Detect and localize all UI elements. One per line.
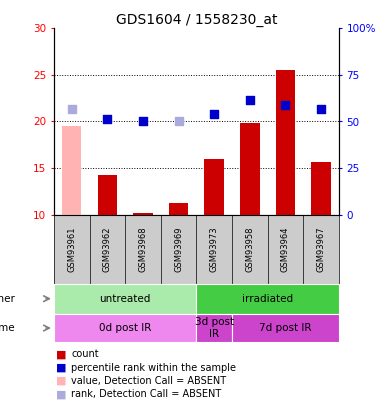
Point <box>140 118 146 125</box>
Text: GSM93964: GSM93964 <box>281 226 290 272</box>
Text: ■: ■ <box>56 350 66 359</box>
Text: GSM93967: GSM93967 <box>316 226 325 272</box>
Text: GSM93973: GSM93973 <box>210 226 219 272</box>
Bar <box>276 70 295 215</box>
Bar <box>196 284 339 314</box>
Text: 0d post IR: 0d post IR <box>99 323 151 333</box>
Point <box>318 106 324 113</box>
Point <box>104 115 110 122</box>
Bar <box>133 213 153 215</box>
Bar <box>169 203 188 215</box>
Text: irradiated: irradiated <box>242 294 293 304</box>
Text: 7d post IR: 7d post IR <box>259 323 311 333</box>
Text: untreated: untreated <box>99 294 151 304</box>
Text: ■: ■ <box>56 363 66 373</box>
Text: GSM93969: GSM93969 <box>174 226 183 272</box>
Point <box>211 111 217 117</box>
Text: time: time <box>0 323 15 333</box>
Text: GSM93962: GSM93962 <box>103 226 112 272</box>
Point <box>176 118 182 125</box>
Text: other: other <box>0 294 15 304</box>
Bar <box>54 314 196 342</box>
Text: ■: ■ <box>56 376 66 386</box>
Text: GSM93961: GSM93961 <box>67 226 76 272</box>
Bar <box>204 159 224 215</box>
Text: percentile rank within the sample: percentile rank within the sample <box>71 363 236 373</box>
Bar <box>311 162 331 215</box>
Text: ■: ■ <box>56 390 66 399</box>
Point <box>69 106 75 113</box>
Bar <box>62 126 82 215</box>
Text: rank, Detection Call = ABSENT: rank, Detection Call = ABSENT <box>71 390 221 399</box>
Text: GSM93968: GSM93968 <box>139 226 147 272</box>
Bar <box>54 284 196 314</box>
Text: value, Detection Call = ABSENT: value, Detection Call = ABSENT <box>71 376 226 386</box>
Bar <box>97 175 117 215</box>
Bar <box>232 314 339 342</box>
Point <box>282 102 288 108</box>
Text: count: count <box>71 350 99 359</box>
Bar <box>196 314 232 342</box>
Text: GSM93958: GSM93958 <box>245 226 254 272</box>
Point <box>247 97 253 103</box>
Title: GDS1604 / 1558230_at: GDS1604 / 1558230_at <box>116 13 277 27</box>
Bar <box>240 124 259 215</box>
Text: 3d post
IR: 3d post IR <box>194 317 234 339</box>
